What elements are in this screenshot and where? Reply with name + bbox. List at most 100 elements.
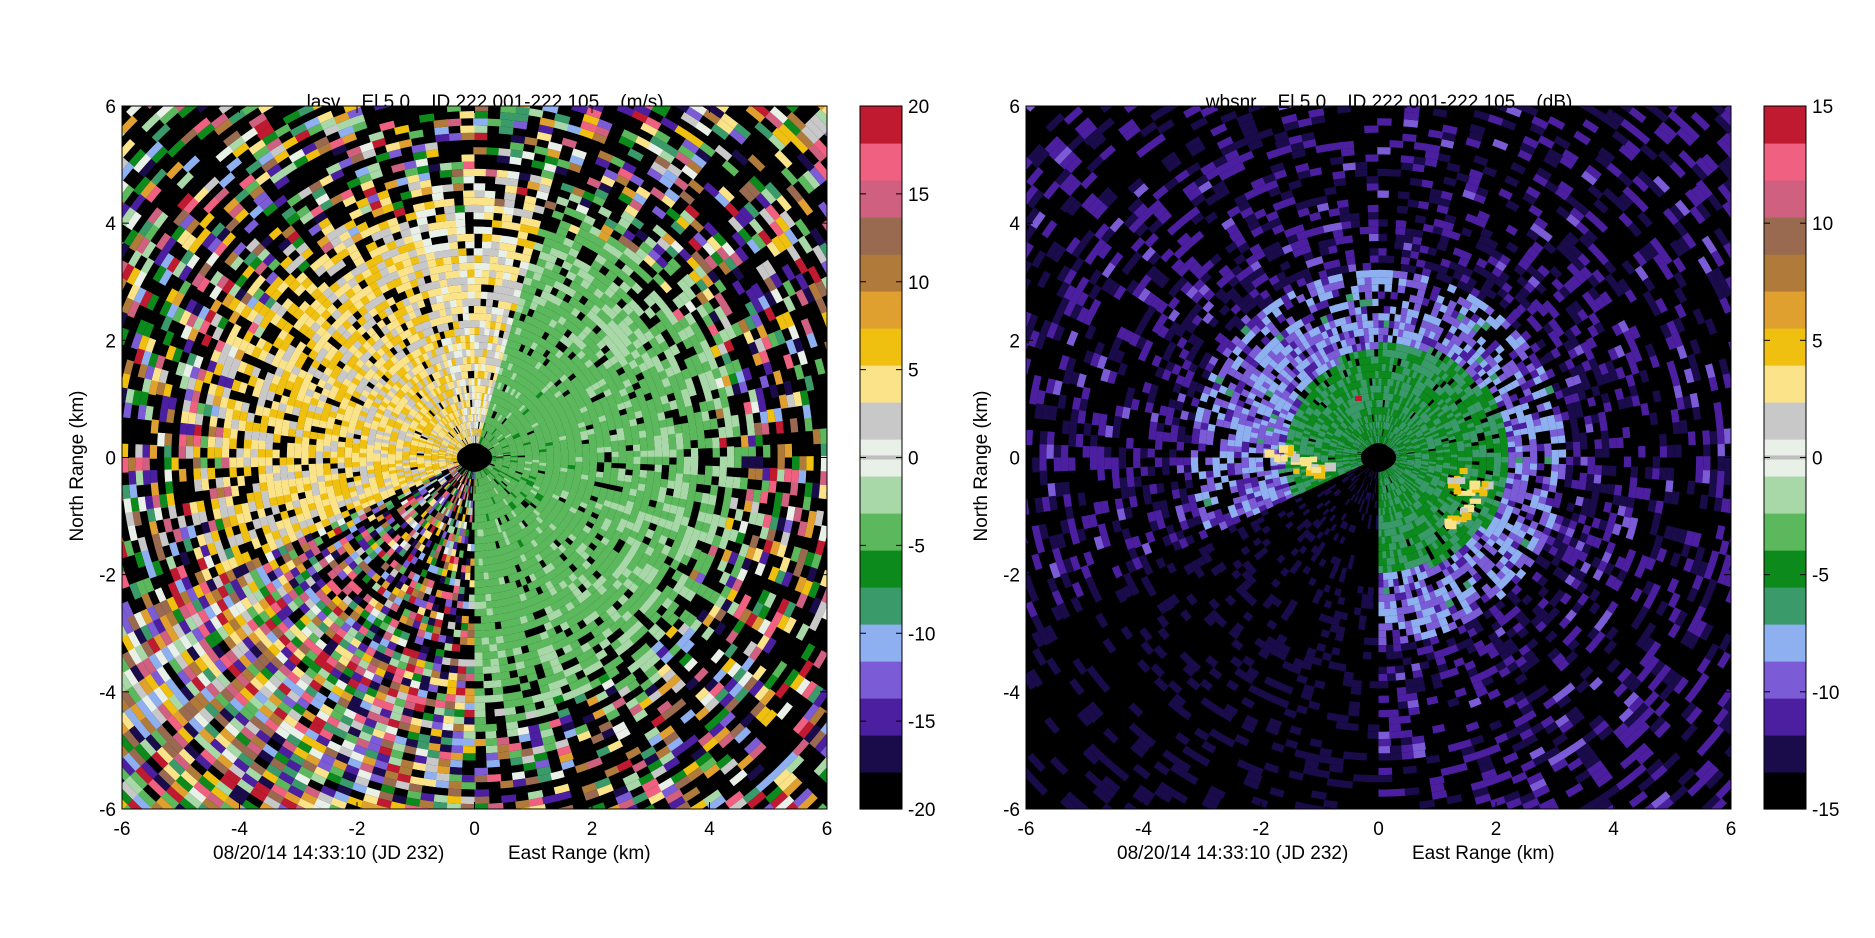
radar-gate — [442, 399, 449, 408]
radar-gate — [478, 436, 482, 444]
radar-gate — [502, 530, 508, 539]
radar-gate — [434, 511, 441, 520]
radar-gate — [421, 369, 429, 378]
radar-gate — [468, 594, 476, 602]
radar-gate — [466, 436, 470, 444]
radar-gate — [582, 461, 590, 467]
radar-gate — [487, 473, 494, 481]
radar-gate — [516, 443, 524, 448]
radar-gate — [366, 457, 374, 463]
radar-gate — [493, 198, 505, 207]
radar-gate — [452, 471, 459, 478]
radar-gate — [432, 445, 440, 450]
radar-gate — [454, 709, 466, 718]
radar-gate — [392, 523, 401, 532]
radar-gate — [543, 518, 552, 527]
radar-gate — [529, 489, 538, 496]
radar-gate — [500, 428, 508, 435]
radar-gate — [406, 401, 415, 409]
radar-gate — [527, 365, 535, 374]
radar-gate — [523, 399, 531, 407]
radar-gate — [193, 424, 203, 438]
radar-gate — [505, 475, 513, 481]
radar-gate — [488, 263, 498, 272]
radar-gate — [465, 349, 471, 357]
radar-gate — [513, 381, 520, 390]
radar-gate — [504, 529, 512, 538]
radar-gate — [490, 418, 496, 426]
radar-gate — [531, 486, 539, 493]
radar-gate — [526, 533, 535, 542]
radar-gate — [351, 457, 360, 463]
radar-gate — [410, 464, 418, 468]
radar-gate — [377, 404, 387, 412]
radar-gate — [546, 405, 555, 413]
radar-gate — [538, 523, 547, 532]
radar-gate — [474, 659, 484, 667]
radar-gate — [483, 441, 490, 447]
radar-gate — [507, 544, 514, 553]
radar-gate — [484, 484, 489, 492]
radar-gate — [412, 405, 420, 413]
radar-gate — [380, 460, 389, 466]
radar-gate — [446, 449, 454, 453]
radar-gate — [466, 356, 471, 364]
radar-gate — [407, 536, 416, 546]
radar-gate — [501, 466, 509, 470]
radar-gate — [407, 482, 416, 488]
radar-gate — [485, 379, 490, 387]
radar-gate — [400, 499, 409, 506]
radar-gate — [468, 320, 475, 328]
radar-gate — [372, 416, 382, 423]
radar-gate — [482, 439, 488, 446]
radar-gate — [434, 378, 442, 387]
radar-gate — [430, 408, 437, 416]
radar-gate — [535, 390, 544, 399]
radar-gate — [446, 382, 453, 390]
radar-gate — [595, 471, 604, 478]
radar-gate — [485, 442, 491, 449]
radar-gate — [489, 497, 494, 505]
radar-gate — [526, 373, 534, 382]
radar-gate — [441, 441, 449, 446]
radar-gate — [523, 389, 531, 398]
radar-gate — [438, 453, 446, 456]
radar-gate — [471, 428, 473, 436]
radar-gate — [457, 593, 465, 602]
radar-gate — [534, 429, 543, 435]
radar-gate — [421, 417, 430, 424]
radar-gate — [485, 357, 491, 365]
radar-gate — [491, 220, 503, 229]
radar-gate — [520, 369, 528, 378]
radar-gate — [452, 480, 458, 487]
radar-gate — [323, 439, 332, 447]
radar-gate — [463, 364, 468, 372]
radar-gate — [315, 451, 323, 459]
radar-gate — [733, 435, 742, 448]
radar-gate — [371, 488, 380, 496]
radar-gate — [477, 536, 482, 544]
radar-gate — [301, 437, 310, 446]
radar-gate — [550, 478, 558, 485]
radar-gate — [395, 460, 403, 464]
radar-gate — [552, 469, 561, 475]
radar-gate — [494, 447, 502, 451]
radar-gate — [467, 507, 471, 516]
radar-gate — [443, 472, 451, 478]
radar-gate — [477, 486, 481, 494]
radar-gate — [445, 508, 451, 517]
radar-gate — [503, 451, 511, 455]
radar-gate — [513, 436, 522, 441]
radar-gate — [384, 500, 393, 508]
radar-gate — [386, 503, 395, 511]
radar-gate — [387, 490, 396, 498]
radar-gate — [417, 465, 425, 469]
radar-gate — [499, 531, 505, 540]
radar-gate — [440, 419, 447, 426]
radar-gate — [482, 477, 487, 485]
radar-gate — [477, 529, 481, 537]
radar-gate — [400, 396, 409, 405]
radar-gate — [294, 450, 302, 459]
radar-gate — [494, 445, 502, 450]
radar-gate — [540, 396, 549, 404]
